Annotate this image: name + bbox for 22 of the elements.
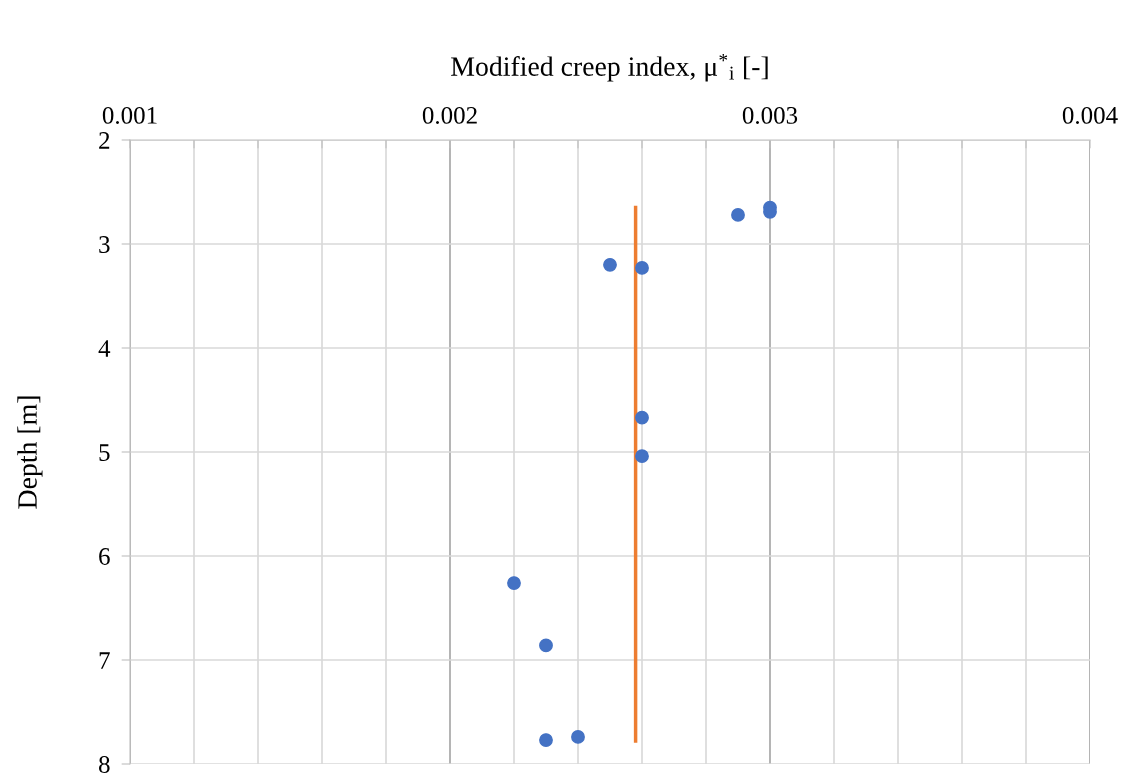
point	[635, 261, 649, 275]
x-tick-label: 0.004	[1062, 106, 1118, 124]
y-tick-label: 4	[98, 340, 111, 357]
x-tick-label: 0.001	[102, 106, 157, 124]
point	[635, 449, 649, 464]
x-tick-label: 0.002	[422, 106, 477, 124]
y-tick-label: 6	[99, 548, 110, 565]
point	[507, 576, 521, 590]
point	[571, 730, 585, 744]
y-tick-label: 7	[99, 652, 110, 669]
x-axis-title: Modified creep index, μ$^{*}$$_{i}$ [-]	[451, 53, 768, 82]
point	[539, 638, 553, 653]
y-tick-label: 5	[99, 444, 110, 461]
y-tick-label: 2	[99, 132, 110, 149]
x-tick-label: 0.003	[742, 106, 798, 124]
y-axis-title: Depth [m]	[17, 396, 43, 509]
y-tick-label: 8	[99, 756, 110, 773]
point	[635, 410, 649, 425]
point	[539, 733, 553, 747]
point	[731, 207, 745, 222]
y-tick-label: 3	[99, 236, 110, 253]
point	[603, 257, 617, 272]
